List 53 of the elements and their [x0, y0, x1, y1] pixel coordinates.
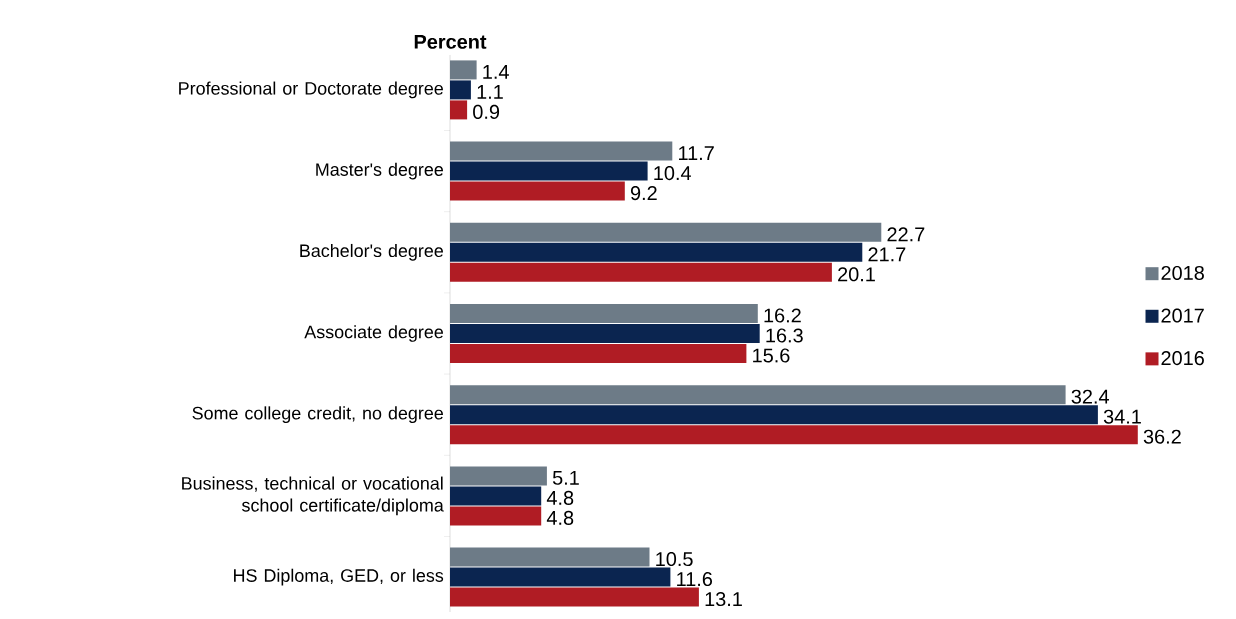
data-label: 9.2: [630, 186, 657, 201]
bar: [450, 405, 1098, 425]
data-label: 21.7: [868, 247, 906, 262]
data-label: 34.1: [1103, 409, 1141, 424]
bar: [450, 385, 1066, 405]
bar: [450, 141, 673, 161]
bar: [450, 181, 625, 201]
data-label: 0.9: [473, 104, 500, 119]
chart-title: Percent: [414, 34, 487, 49]
bar: [450, 100, 468, 120]
data-label: 16.3: [766, 328, 803, 343]
bar: [450, 567, 671, 587]
bar: [450, 222, 882, 242]
bar: [450, 425, 1138, 445]
data-label: 1.4: [483, 65, 509, 79]
data-label: 11.7: [679, 146, 714, 160]
bar: [450, 242, 863, 262]
data-label: 36.2: [1143, 429, 1181, 444]
data-label: 32.4: [1071, 389, 1109, 404]
y-tick-label: Professional or Doctorate degree: [179, 81, 443, 99]
data-label: 10.4: [654, 166, 691, 181]
bar: [450, 466, 547, 486]
legend-label: 2016: [1161, 351, 1204, 366]
bar: [450, 161, 648, 181]
y-tick-label: Bachelor's degree: [300, 243, 443, 261]
data-label: 15.6: [753, 348, 790, 363]
bar: [450, 506, 542, 526]
bar: [450, 323, 760, 343]
data-label: 22.7: [887, 227, 925, 242]
data-label: 13.1: [705, 592, 742, 607]
y-tick-label: Business, technical or vocational school certificate/diploma: [182, 476, 444, 516]
data-label: 11.6: [677, 572, 713, 587]
data-label: 16.2: [764, 308, 801, 323]
bar: [450, 486, 542, 506]
bar: [450, 587, 699, 607]
legend-label: 2018: [1161, 265, 1204, 280]
data-label: 4.8: [546, 510, 574, 525]
bar: [450, 343, 747, 363]
bar: [450, 60, 477, 80]
bar: [450, 303, 758, 323]
y-tick-label: HS Diploma, GED, or less: [234, 568, 444, 586]
y-tick-label: Associate degree: [304, 325, 443, 342]
data-label: 5.1: [552, 470, 579, 485]
y-tick-label: Master's degree: [316, 162, 444, 180]
y-tick-label: Some college credit, no degree: [192, 406, 443, 424]
bar: [450, 262, 832, 282]
bar: [450, 547, 650, 567]
data-label: 4.8: [546, 490, 574, 505]
data-label: 20.1: [838, 267, 875, 282]
bar: [450, 80, 471, 100]
data-label: 10.5: [656, 552, 693, 567]
data-label: 1.1: [477, 85, 503, 99]
legend-label: 2017: [1161, 308, 1204, 323]
